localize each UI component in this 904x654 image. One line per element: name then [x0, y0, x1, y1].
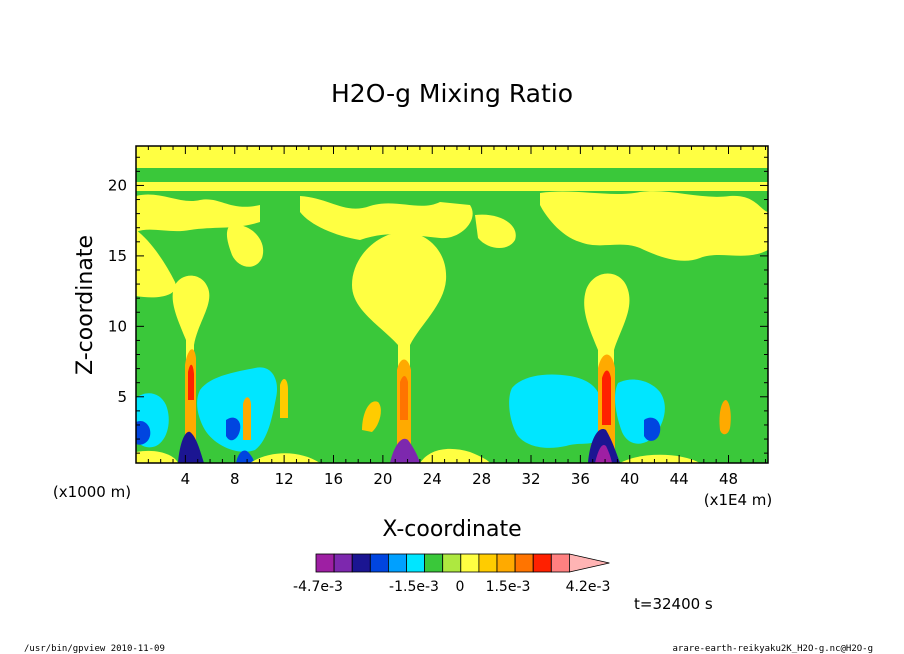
colorbar-label: 4.2e-3 — [566, 579, 611, 595]
upper-blob — [300, 196, 473, 240]
plume-21 — [352, 231, 447, 463]
colorbar-segment — [442, 553, 462, 573]
surface-yellow — [420, 448, 490, 463]
y-tick-label: 15 — [108, 247, 127, 265]
colorbar-segment — [550, 553, 570, 573]
x-tick-label: 16 — [324, 470, 343, 488]
x-axis-title: X-coordinate — [382, 517, 521, 542]
x-tick-label: 12 — [275, 470, 294, 488]
colorbar-segment — [333, 553, 353, 573]
plume-core-38-inner — [602, 370, 611, 425]
footer-left: /usr/bin/gpview 2010-11-09 — [24, 644, 165, 654]
colorbar-label: -4.7e-3 — [293, 579, 343, 595]
core-small — [280, 378, 288, 418]
chart-title: H2O-g Mixing Ratio — [331, 79, 573, 108]
colorbar-segment — [315, 553, 335, 573]
upper-blob — [136, 194, 260, 232]
y-unit-label: (x1000 m) — [53, 483, 131, 501]
time-label: t=32400 s — [634, 595, 713, 613]
colorbar-label: -1.5e-3 — [389, 579, 439, 595]
upper-blob — [475, 214, 516, 249]
surface-yellow — [250, 453, 320, 463]
colorbar-segment — [406, 553, 426, 573]
y-axis-title: Z-coordinate — [73, 235, 98, 375]
x-tick-label: 44 — [670, 470, 689, 488]
low-blue-right — [644, 417, 661, 441]
plume-core-21-inner — [400, 376, 408, 420]
upper-blob — [136, 230, 176, 298]
x-tick-label: 40 — [620, 470, 639, 488]
surface-yellow — [136, 450, 178, 463]
colorbar-label: 1.5e-3 — [486, 579, 531, 595]
upper-blob — [226, 224, 264, 267]
x-tick-label: 48 — [719, 470, 738, 488]
colorbar-segment — [532, 553, 552, 573]
x-tick-label: 28 — [472, 470, 491, 488]
x-tick-label: 8 — [230, 470, 240, 488]
colorbar-segment — [478, 553, 498, 573]
colorbar-segment — [514, 553, 534, 573]
core-small — [243, 397, 251, 440]
colorbar-segment — [496, 553, 516, 573]
upper-band-stripe — [136, 182, 768, 191]
y-tick-label: 10 — [108, 317, 127, 335]
colorbar-arrow — [569, 553, 610, 573]
plume-core-4-inner — [188, 364, 194, 400]
y-axis: 5 10 15 20 — [108, 156, 768, 454]
surface-core — [236, 450, 254, 463]
x-tick-label: 20 — [373, 470, 392, 488]
core-small — [719, 400, 731, 435]
x-unit-label: (x1E4 m) — [704, 491, 773, 509]
colorbar-segment — [387, 553, 407, 573]
low-blue — [226, 417, 241, 441]
x-tick-label: 4 — [181, 470, 191, 488]
colorbar-segment — [424, 553, 444, 573]
plot-area — [136, 146, 768, 463]
x-tick-label: 36 — [571, 470, 590, 488]
surface-core-38-inner — [595, 444, 612, 463]
y-tick-label: 5 — [117, 388, 127, 406]
colorbar-segment — [460, 553, 480, 573]
x-tick-label: 32 — [521, 470, 540, 488]
colorbar: -4.7e-3 -1.5e-3 0 1.5e-3 4.2e-3 — [293, 553, 611, 595]
upper-band — [136, 146, 768, 168]
low-cyan-left — [197, 367, 278, 452]
plot-frame — [135, 145, 769, 464]
x-tick-label: 24 — [423, 470, 442, 488]
surface-yellow — [620, 454, 700, 463]
footer-right: arare-earth-reikyaku2K_H2O-g.nc@H2O-g — [673, 644, 873, 654]
colorbar-segment — [351, 553, 371, 573]
colorbar-label: 0 — [456, 579, 465, 595]
surface-core-4 — [178, 431, 204, 463]
upper-blob — [540, 191, 768, 261]
y-tick-label: 20 — [108, 176, 127, 194]
core-small — [362, 401, 381, 432]
low-cyan-right — [509, 374, 602, 448]
colorbar-segment — [369, 553, 389, 573]
x-axis: 4 8 12 16 20 24 28 32 36 40 44 48 — [147, 146, 767, 488]
surface-core-21 — [390, 438, 420, 463]
